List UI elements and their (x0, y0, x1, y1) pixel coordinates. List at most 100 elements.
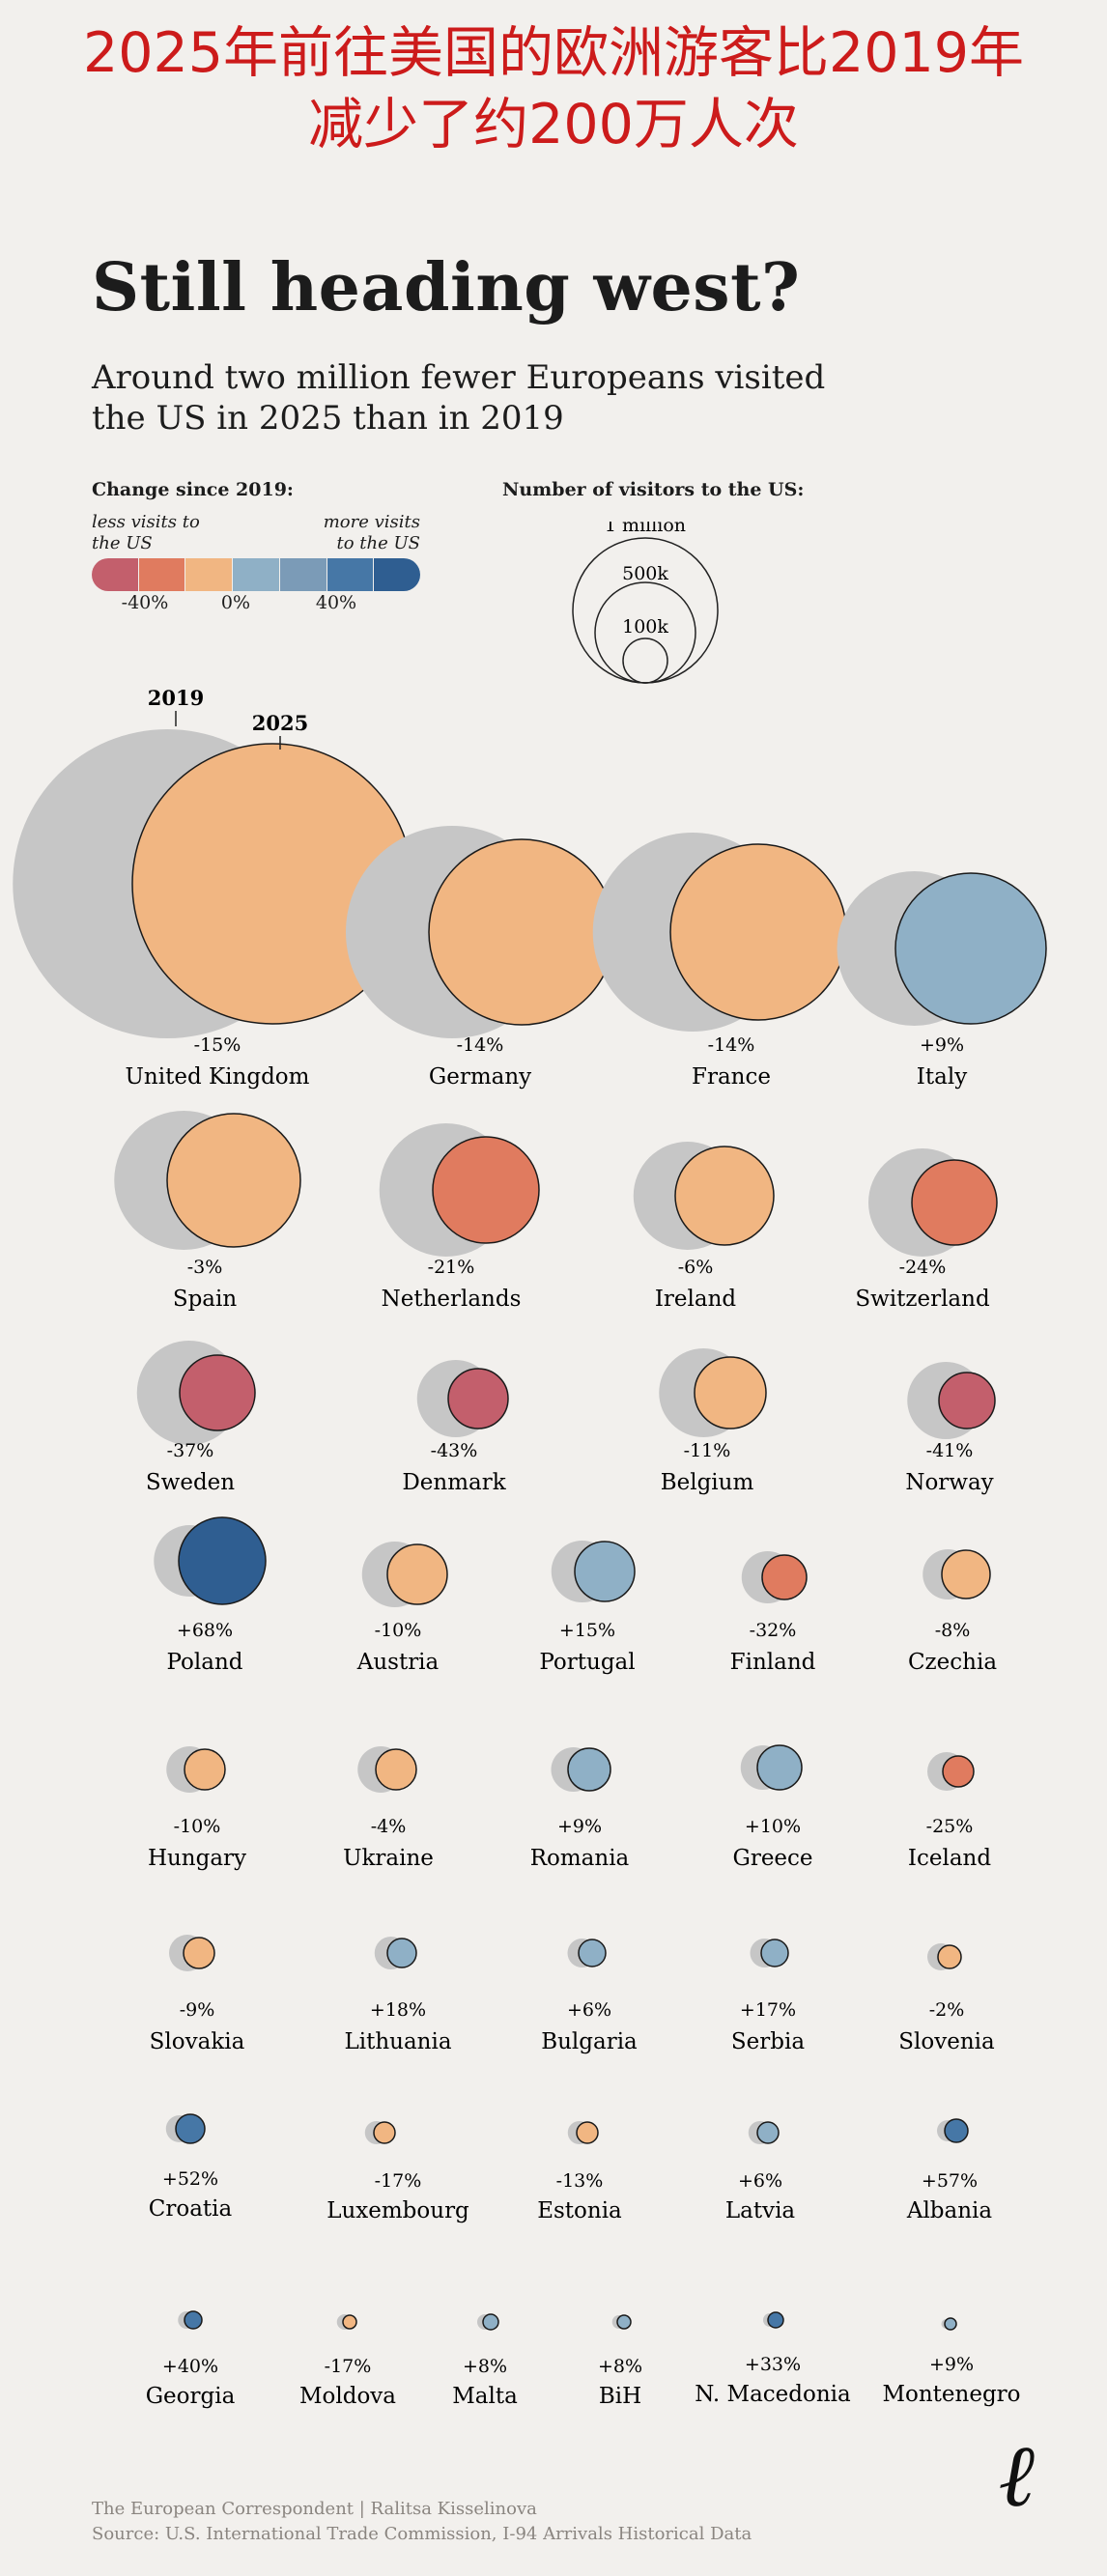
change-label-finland: -32% (750, 1620, 797, 1641)
scale-segment-6 (374, 558, 420, 591)
change-label-italy: +9% (920, 1034, 964, 1056)
size-legend-circle-100k (622, 637, 668, 684)
country-bih: +8% BiH (598, 2314, 642, 2409)
country-name-poland: Poland (167, 1650, 243, 1675)
country-denmark: -43% Denmark (402, 1360, 509, 1495)
bubble-2025-netherlands (432, 1136, 540, 1244)
bubble-2025-serbia (760, 1939, 789, 1967)
bubble-2025-sweden (179, 1354, 256, 1431)
bubble-2025-lithuania (386, 1938, 417, 1968)
country-n-macedonia: +33% N. Macedonia (695, 2311, 851, 2407)
bubble-2025-montenegro (944, 2317, 957, 2331)
bubble-2025-norway (938, 1372, 996, 1430)
country-name-croatia: Croatia (149, 2196, 233, 2222)
country-name-malta: Malta (452, 2384, 518, 2409)
bubble-2025-n-macedonia (767, 2311, 784, 2329)
change-label-greece: +10% (745, 1816, 801, 1837)
change-label-croatia: +52% (162, 2168, 218, 2190)
more-visits-label: more visits to the US (323, 512, 420, 553)
change-label-luxembourg: -17% (375, 2170, 422, 2192)
country-iceland: -25% Iceland (908, 1752, 991, 1871)
country-name-germany: Germany (429, 1064, 531, 1090)
country-name-switzerland: Switzerland (855, 1287, 990, 1312)
bubble-2025-czechia (941, 1549, 991, 1599)
country-moldova: -17% Moldova (299, 2314, 396, 2409)
country-name-latvia: Latvia (725, 2198, 796, 2223)
change-label-hungary: -10% (174, 1816, 221, 1837)
scale-segment-4 (279, 558, 327, 591)
country-name-slovenia: Slovenia (898, 2029, 995, 2054)
country-name-ireland: Ireland (655, 1287, 737, 1312)
bubble-2025-bih (616, 2314, 632, 2330)
change-label-georgia: +40% (162, 2356, 218, 2377)
country-spain: -3% Spain (114, 1111, 301, 1312)
country-greece: +10% Greece (732, 1744, 813, 1871)
change-label-moldova: -17% (325, 2356, 372, 2377)
country-sweden: -37% Sweden (136, 1341, 256, 1495)
change-label-poland: +68% (177, 1620, 233, 1641)
country-malta: +8% Malta (452, 2313, 518, 2409)
bubble-2025-luxembourg (373, 2121, 396, 2144)
country-serbia: +17% Serbia (731, 1939, 805, 2054)
bubble-2025-ireland (674, 1146, 775, 1246)
country-poland: +68% Poland (154, 1516, 267, 1675)
bubble-2025-hungary (184, 1748, 226, 1791)
change-label-slovakia: -9% (180, 1999, 215, 2021)
change-label-netherlands: -21% (428, 1257, 475, 1278)
country-ukraine: -4% Ukraine (343, 1746, 434, 1871)
bubble-2025-belgium (694, 1356, 767, 1430)
country-name-austria: Austria (356, 1650, 440, 1675)
country-name-belgium: Belgium (661, 1470, 754, 1495)
change-label-albania: +57% (922, 2170, 978, 2192)
bubble-2025-bulgaria (578, 1939, 607, 1967)
country-name-ukraine: Ukraine (343, 1846, 434, 1871)
change-label-belgium: -11% (684, 1440, 731, 1461)
change-label-spain: -3% (187, 1257, 223, 1278)
country-finland: -32% Finland (730, 1551, 816, 1675)
country-belgium: -11% Belgium (659, 1348, 767, 1495)
change-label-austria: -10% (375, 1620, 422, 1641)
change-label-france: -14% (708, 1034, 755, 1056)
bubble-2025-poland (178, 1516, 267, 1605)
bubble-2025-denmark (447, 1368, 509, 1430)
change-legend-title: Change since 2019: (92, 479, 294, 500)
change-label-slovenia: -2% (929, 1999, 965, 2021)
country-france: -14% France (592, 833, 847, 1090)
country-italy: +9% Italy (837, 871, 1047, 1090)
bubble-2025-croatia (175, 2113, 206, 2144)
country-norway: -41% Norway (905, 1362, 996, 1495)
change-label-czechia: -8% (935, 1620, 971, 1641)
country-name-portugal: Portugal (539, 1650, 635, 1675)
size-legend-label-1m: 1 million (605, 522, 686, 536)
bubble-2025-ukraine (375, 1748, 417, 1791)
country-name-france: France (692, 1064, 771, 1090)
bubble-2025-moldova (342, 2314, 357, 2330)
country-portugal: +15% Portugal (539, 1541, 636, 1675)
color-scale-bar (92, 558, 420, 591)
bubble-2025-switzerland (911, 1159, 998, 1246)
change-label-united-kingdom: -15% (194, 1034, 241, 1056)
country-netherlands: -21% Netherlands (379, 1123, 540, 1312)
country-latvia: +6% Latvia (725, 2121, 796, 2223)
bubble-2025-france (669, 843, 847, 1021)
change-label-latvia: +6% (738, 2170, 782, 2192)
change-label-ukraine: -4% (371, 1816, 407, 1837)
change-label-serbia: +17% (740, 1999, 796, 2021)
bubble-2025-italy (894, 872, 1047, 1025)
legend-tick-pos40: 40% (315, 592, 357, 613)
country-name-finland: Finland (730, 1650, 816, 1675)
bubble-2025-iceland (942, 1755, 975, 1788)
country-ireland: -6% Ireland (633, 1142, 775, 1312)
country-croatia: +52% Croatia (149, 2113, 233, 2222)
country-georgia: +40% Georgia (146, 2310, 236, 2409)
change-label-montenegro: +9% (929, 2354, 974, 2375)
bubble-2025-estonia (576, 2121, 599, 2144)
bubble-2025-germany (428, 838, 615, 1026)
size-legend: 1 million 500k 100k (572, 522, 719, 684)
change-label-bulgaria: +6% (567, 1999, 611, 2021)
change-label-bih: +8% (598, 2356, 642, 2377)
country-slovenia: -2% Slovenia (898, 1943, 995, 2054)
change-label-lithuania: +18% (370, 1999, 426, 2021)
bubble-2025-latvia (756, 2121, 780, 2144)
footer-source: Source: U.S. International Trade Commiss… (92, 2524, 752, 2544)
